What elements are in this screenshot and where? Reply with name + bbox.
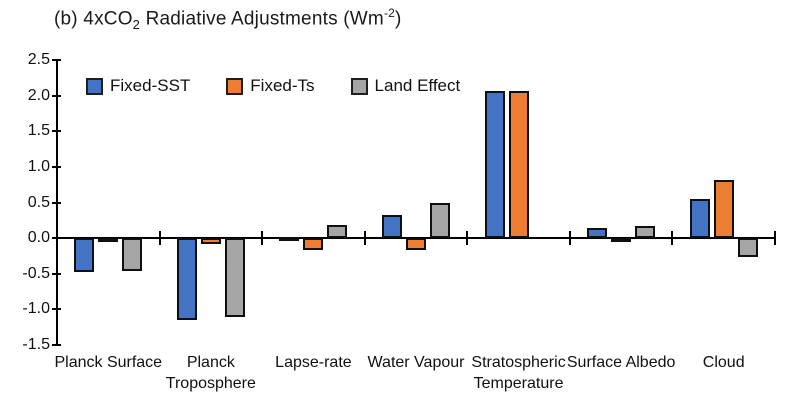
y-axis-tick — [52, 344, 61, 346]
y-axis-tick-label: -1.0 — [22, 300, 50, 318]
y-axis-tick — [52, 165, 61, 168]
x-axis-category-label: Surface Albedo — [566, 354, 676, 371]
title-text-prefix: (b) 4xCO — [54, 8, 133, 30]
x-axis-boundary-tick — [466, 231, 469, 246]
legend-label-land-effect: Land Effect — [374, 76, 461, 95]
y-axis-tick-label: 2.5 — [27, 51, 50, 68]
bar-land-effect-lapse-rate — [327, 224, 348, 239]
x-axis-category-label: Planck Troposphere — [165, 354, 256, 392]
x-axis-boundary-tick — [261, 231, 264, 246]
x-axis-boundary-tick — [774, 231, 776, 246]
bar-fixed-sst-cloud — [689, 198, 710, 239]
x-axis-boundary-tick — [56, 231, 58, 246]
title-subscript: 2 — [132, 17, 141, 33]
legend-item-fixed-ts: Fixed-Ts — [226, 76, 315, 96]
bar-fixed-ts-planck-troposphere — [200, 238, 221, 244]
bar-fixed-ts-surface-albedo — [611, 238, 632, 243]
bar-fixed-sst-planck-surface — [74, 238, 95, 272]
bar-land-effect-planck-surface — [122, 238, 143, 271]
y-axis-tick-label: 1.0 — [27, 157, 50, 175]
bar-fixed-sst-stratospheric-temperature — [484, 91, 505, 239]
x-axis-category-label: Cloud — [702, 354, 745, 371]
y-axis-tick — [52, 308, 61, 311]
bar-fixed-sst-surface-albedo — [587, 228, 608, 239]
y-axis-tick-label: 0.0 — [27, 229, 50, 247]
y-axis-tick-label: 1.5 — [27, 122, 50, 140]
bar-fixed-sst-planck-troposphere — [176, 238, 197, 321]
legend-label-fixed-ts: Fixed-Ts — [250, 76, 315, 95]
bar-fixed-ts-lapse-rate — [303, 238, 324, 251]
legend-swatch-land-effect — [350, 77, 368, 95]
y-axis-tick-label: -1.5 — [22, 336, 50, 353]
legend: Fixed-SST Fixed-Ts Land Effect — [86, 76, 460, 96]
x-axis-boundary-tick — [568, 231, 571, 246]
x-axis-boundary-tick — [363, 231, 366, 246]
bar-fixed-sst-lapse-rate — [279, 236, 300, 241]
bar-fixed-ts-cloud — [713, 180, 734, 239]
title-superscript: -2 — [383, 6, 396, 20]
legend-swatch-fixed-sst — [86, 77, 103, 95]
bar-fixed-sst-water-vapour — [382, 214, 402, 239]
bar-land-effect-surface-albedo — [635, 226, 656, 239]
title-text-suffix: ) — [395, 8, 402, 30]
legend-item-fixed-sst: Fixed-SST — [86, 76, 190, 96]
y-axis-tick — [52, 201, 61, 204]
bar-fixed-ts-water-vapour — [406, 238, 426, 251]
bar-fixed-ts-stratospheric-temperature — [508, 90, 529, 239]
x-axis-category-label: Stratospheric Temperature — [471, 354, 566, 392]
x-axis-category-label: Lapse-rate — [275, 354, 352, 371]
title-text-middle: Radiative Adjustments (Wm — [140, 8, 384, 30]
x-axis-boundary-tick — [671, 231, 674, 246]
y-axis-tick — [52, 94, 61, 97]
chart-title: (b) 4xCO2 Radiative Adjustments (Wm-2) — [54, 6, 402, 32]
legend-item-land-effect: Land Effect — [350, 76, 461, 96]
x-axis-boundary-tick — [158, 231, 161, 246]
legend-label-fixed-sst: Fixed-SST — [110, 76, 191, 95]
x-axis-category-labels: Planck Surface Planck Troposphere Lapse-ra… — [54, 352, 775, 404]
x-axis-category-label: Planck Surface — [54, 354, 163, 371]
y-axis-tick-label: -0.5 — [22, 264, 50, 282]
bar-fixed-ts-planck-surface — [98, 238, 119, 243]
y-axis-tick — [52, 130, 61, 133]
y-axis-tick-label: 2.0 — [27, 86, 50, 104]
y-axis-tick-label: 0.5 — [27, 193, 50, 211]
y-axis-tick — [52, 272, 61, 275]
legend-swatch-fixed-ts — [226, 77, 244, 95]
bar-land-effect-cloud — [737, 238, 758, 258]
bar-land-effect-planck-troposphere — [224, 238, 245, 317]
x-axis-category-label: Water Vapour — [367, 354, 465, 371]
plot-area: 2.5 2.0 1.5 1.0 0.5 0.0 -0.5 -1.0 -1.5 — [22, 51, 776, 353]
y-axis-tick — [52, 59, 61, 61]
bar-land-effect-water-vapour — [430, 202, 450, 239]
